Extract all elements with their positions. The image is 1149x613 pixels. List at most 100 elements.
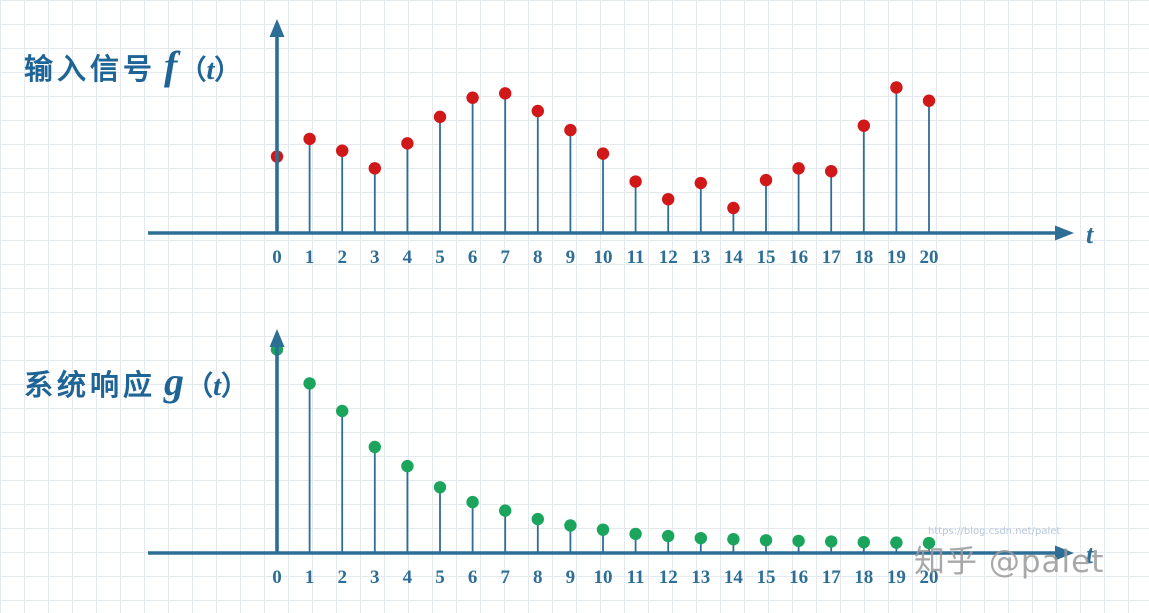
- zhihu-watermark: 知乎 @palet: [914, 544, 1105, 580]
- x-tick-label: 8: [533, 567, 543, 588]
- data-point: [662, 192, 675, 206]
- g-symbol: g: [164, 359, 185, 404]
- x-tick-label: 12: [659, 247, 678, 268]
- data-point: [564, 123, 577, 137]
- x-tick-label: 10: [594, 567, 613, 588]
- x-axis-arrow: [1055, 225, 1074, 241]
- x-tick-label: 6: [468, 247, 478, 268]
- x-tick-label: 19: [887, 247, 906, 268]
- x-tick-label: 3: [370, 247, 380, 268]
- x-tick-label: 11: [627, 247, 645, 268]
- data-point: [857, 119, 870, 132]
- csdn-url-watermark: https://blog.csdn.net/palet: [928, 526, 1061, 537]
- x-tick-label: 13: [691, 567, 710, 588]
- y-axis-arrow: [269, 329, 285, 347]
- data-point: [759, 534, 773, 547]
- x-tick-label: 17: [822, 567, 842, 588]
- data-point: [433, 110, 447, 124]
- data-point: [792, 534, 805, 548]
- x-tick-label: 4: [403, 247, 413, 268]
- data-point: [564, 519, 577, 532]
- x-tick-label: 18: [854, 247, 873, 268]
- x-axis-label: t: [1086, 540, 1094, 569]
- x-tick-label: 2: [337, 567, 347, 588]
- data-point: [596, 147, 610, 160]
- x-tick-label: 1: [305, 567, 315, 588]
- x-tick-label: 6: [468, 567, 478, 588]
- input-signal-label: 输入信号: [24, 52, 157, 86]
- data-point: [336, 404, 349, 418]
- f-open-paren: （: [179, 55, 207, 86]
- data-point: [922, 94, 936, 107]
- x-tick-label: 10: [594, 247, 613, 268]
- y-axis-arrow: [269, 19, 285, 37]
- data-point: [401, 459, 414, 473]
- x-tick-label: 2: [337, 247, 347, 268]
- x-tick-label: 7: [500, 247, 510, 268]
- input-signal-title: 输入信号 f （ t ）: [24, 46, 241, 88]
- data-point: [596, 523, 610, 536]
- data-point: [336, 144, 349, 157]
- x-tick-label: 0: [272, 247, 282, 268]
- data-point: [303, 132, 316, 146]
- data-point: [662, 529, 675, 543]
- x-tick-label: 12: [659, 567, 678, 588]
- g-close-paren: ）: [221, 371, 249, 402]
- data-point: [466, 495, 479, 509]
- x-tick-label: 20: [920, 567, 939, 588]
- x-tick-label: 17: [822, 247, 842, 268]
- data-point: [466, 91, 479, 104]
- x-tick-label: 9: [566, 247, 576, 268]
- f-symbol: f: [164, 43, 178, 88]
- x-tick-label: 14: [724, 247, 744, 268]
- data-point: [368, 440, 381, 454]
- data-point: [922, 536, 936, 550]
- data-point: [368, 162, 381, 175]
- x-tick-label: 5: [435, 567, 445, 588]
- data-point: [303, 377, 316, 390]
- data-point: [629, 175, 642, 188]
- system-response-title: 系统响应 g （ t ）: [24, 362, 248, 404]
- data-point: [531, 512, 544, 526]
- x-tick-label: 9: [566, 567, 576, 588]
- x-tick-label: 3: [370, 567, 380, 588]
- f-close-paren: ）: [214, 55, 242, 86]
- x-tick-label: 16: [789, 247, 808, 268]
- g-open-paren: （: [186, 371, 214, 402]
- x-tick-label: 16: [789, 567, 808, 588]
- data-point: [629, 527, 642, 541]
- data-point: [499, 504, 512, 517]
- x-tick-label: 14: [724, 567, 744, 588]
- g-argument-t: t: [213, 370, 222, 402]
- x-tick-label: 1: [305, 247, 315, 268]
- x-axis-arrow: [1055, 545, 1074, 561]
- data-point: [825, 165, 838, 178]
- data-point: [727, 201, 740, 215]
- data-point: [694, 176, 707, 190]
- x-tick-label: 11: [627, 567, 645, 588]
- x-axis-label: t: [1086, 220, 1094, 249]
- data-point: [890, 536, 903, 549]
- data-point: [792, 162, 805, 175]
- x-tick-label: 18: [854, 567, 873, 588]
- x-tick-label: 19: [887, 567, 906, 588]
- data-point: [401, 137, 414, 150]
- data-point: [857, 535, 870, 549]
- data-point: [694, 531, 707, 545]
- x-tick-label: 0: [272, 567, 282, 588]
- data-point: [499, 87, 512, 100]
- x-tick-label: 13: [691, 247, 710, 268]
- x-tick-label: 7: [500, 567, 510, 588]
- x-tick-label: 4: [403, 567, 413, 588]
- data-point: [759, 173, 773, 187]
- x-tick-label: 15: [757, 567, 776, 588]
- x-tick-label: 20: [920, 247, 939, 268]
- data-point: [433, 481, 447, 494]
- f-argument-t: t: [206, 54, 215, 86]
- x-tick-label: 8: [533, 247, 543, 268]
- data-point: [531, 104, 544, 118]
- x-tick-label: 15: [757, 247, 776, 268]
- data-point: [825, 535, 838, 548]
